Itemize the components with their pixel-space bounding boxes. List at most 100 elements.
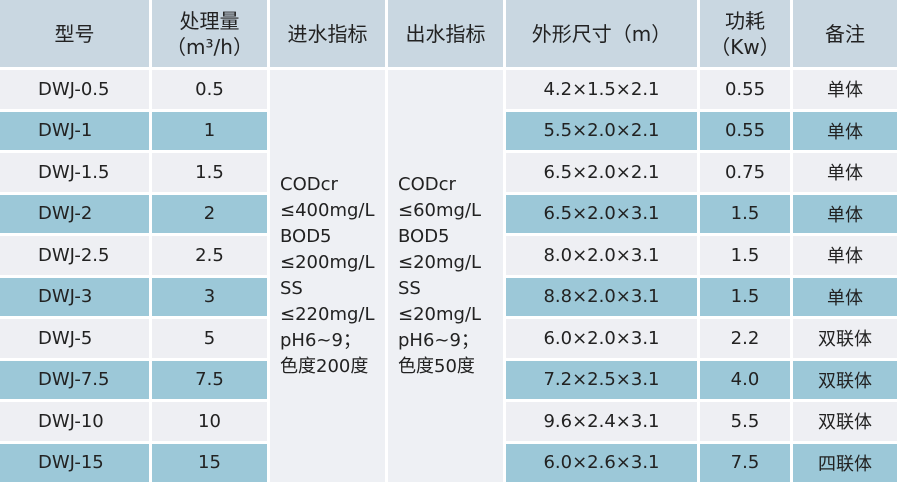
- cell-text: 1.5: [730, 203, 760, 225]
- cell-text: DWJ-15: [38, 452, 104, 474]
- header-cell: 型号: [0, 0, 149, 67]
- cell-text: 1.5: [730, 286, 760, 308]
- table-cell: 0.55: [700, 111, 790, 150]
- cell-text: 双联体: [818, 329, 872, 351]
- cell-text: DWJ-5: [38, 327, 93, 349]
- cell-text: 5: [203, 327, 216, 349]
- header-cell: 处理量 （m³/h）: [152, 0, 267, 67]
- table-cell: 单体: [793, 111, 897, 150]
- table-cell: 单体: [793, 153, 897, 192]
- cell-text: 1.5: [195, 161, 224, 183]
- cell-text: 备注: [825, 21, 865, 46]
- cell-text: ≤220mg/L: [280, 304, 375, 325]
- table-cell: DWJ-2.5: [0, 236, 149, 275]
- table-cell: 8.8×2.0×3.1: [506, 277, 697, 316]
- cell-text: BOD5: [280, 226, 332, 247]
- cell-text: 型号: [54, 21, 95, 46]
- table-cell: 5.5×2.0×2.1: [506, 111, 697, 150]
- table-cell: 1.5: [152, 153, 267, 192]
- table-cell: 双联体: [793, 360, 897, 399]
- cell-text: （m³/h）: [166, 34, 253, 59]
- cell-text: 6.5×2.0×3.1: [543, 203, 660, 225]
- cell-text: 6.0×2.0×3.1: [543, 327, 660, 349]
- table-cell: 6.5×2.0×3.1: [506, 194, 697, 233]
- cell-text: 9.6×2.4×3.1: [543, 410, 660, 432]
- table-cell: 6.0×2.6×3.1: [506, 443, 697, 482]
- cell-text: 8.0×2.0×3.1: [543, 244, 660, 266]
- cell-text: 外形尺寸（m）: [531, 21, 672, 46]
- merged-cell: CODcr ≤400mg/L BOD5 ≤200mg/L SS ≤220mg/L pH6~9…: [270, 70, 385, 482]
- cell-text: 3: [203, 286, 216, 308]
- cell-text: DWJ-1: [38, 120, 93, 142]
- cell-text: DWJ-2: [38, 203, 93, 225]
- cell-text: SS: [398, 278, 421, 299]
- cell-text: pH6~9；: [398, 330, 479, 351]
- cell-text: 2: [203, 203, 216, 225]
- table-cell: DWJ-15: [0, 443, 149, 482]
- cell-text: （Kw）: [710, 34, 780, 59]
- table-cell: 5.5: [700, 402, 790, 441]
- cell-text: 4.0: [730, 369, 760, 391]
- table-cell: DWJ-3: [0, 277, 149, 316]
- cell-text: DWJ-10: [38, 410, 104, 432]
- cell-text: 0.55: [724, 120, 766, 142]
- table-cell: 单体: [793, 236, 897, 275]
- cell-text: DWJ-3: [38, 286, 93, 308]
- table-cell: 1.5: [700, 194, 790, 233]
- header-cell: 功耗 （Kw）: [700, 0, 790, 67]
- cell-text: 2.2: [730, 327, 760, 349]
- cell-text: 6.5×2.0×2.1: [543, 161, 660, 183]
- cell-text: 1: [203, 120, 216, 142]
- cell-text: 出水指标: [405, 21, 486, 46]
- cell-text: 单体: [827, 287, 863, 309]
- table-cell: 双联体: [793, 319, 897, 358]
- table-cell: 2.2: [700, 319, 790, 358]
- cell-text: ≤60mg/L: [398, 200, 482, 221]
- table-cell: 6.0×2.0×3.1: [506, 319, 697, 358]
- cell-text: ≤20mg/L: [398, 252, 482, 273]
- cell-text: 单体: [827, 246, 863, 268]
- table-cell: DWJ-0.5: [0, 70, 149, 109]
- table-cell: 7.5: [152, 360, 267, 399]
- table-cell: 四联体: [793, 443, 897, 482]
- cell-text: 单体: [827, 163, 863, 185]
- table-cell: 双联体: [793, 402, 897, 441]
- cell-text: BOD5: [398, 226, 450, 247]
- table-cell: 7.2×2.5×3.1: [506, 360, 697, 399]
- cell-text: 单体: [827, 204, 863, 226]
- cell-text: 0.55: [724, 78, 766, 100]
- merged-cell: CODcr ≤60mg/L BOD5 ≤20mg/L SS ≤20mg/L pH6~9； 色度…: [388, 70, 503, 482]
- header-cell: 出水指标: [388, 0, 503, 67]
- cell-text: ≤200mg/L: [280, 252, 375, 273]
- header-cell: 外形尺寸（m）: [506, 0, 697, 67]
- cell-text: 处理量: [179, 8, 240, 33]
- table-cell: DWJ-2: [0, 194, 149, 233]
- table-cell: 4.2×1.5×2.1: [506, 70, 697, 109]
- table-cell: 单体: [793, 277, 897, 316]
- cell-text: pH6~9；: [280, 330, 361, 351]
- table-cell: 3: [152, 277, 267, 316]
- table-cell: 1.5: [700, 236, 790, 275]
- table-cell: DWJ-1: [0, 111, 149, 150]
- cell-text: 功耗: [725, 8, 765, 33]
- cell-text: 6.0×2.6×3.1: [543, 452, 660, 474]
- cell-text: 7.5: [195, 369, 224, 391]
- table-cell: 8.0×2.0×3.1: [506, 236, 697, 275]
- cell-text: 双联体: [818, 412, 872, 434]
- cell-text: CODcr: [398, 174, 456, 195]
- cell-text: CODcr: [280, 174, 338, 195]
- cell-text: 单体: [827, 121, 863, 143]
- table-cell: 9.6×2.4×3.1: [506, 402, 697, 441]
- table-cell: 0.75: [700, 153, 790, 192]
- cell-text: 四联体: [818, 453, 872, 475]
- table-cell: DWJ-5: [0, 319, 149, 358]
- cell-text: 1.5: [730, 244, 760, 266]
- table-cell: DWJ-10: [0, 402, 149, 441]
- cell-text: DWJ-1.5: [38, 161, 110, 183]
- table-cell: 4.0: [700, 360, 790, 399]
- cell-text: 7.5: [730, 452, 760, 474]
- table-cell: 6.5×2.0×2.1: [506, 153, 697, 192]
- cell-text: 进水指标: [287, 21, 368, 46]
- cell-text: 15: [198, 452, 221, 474]
